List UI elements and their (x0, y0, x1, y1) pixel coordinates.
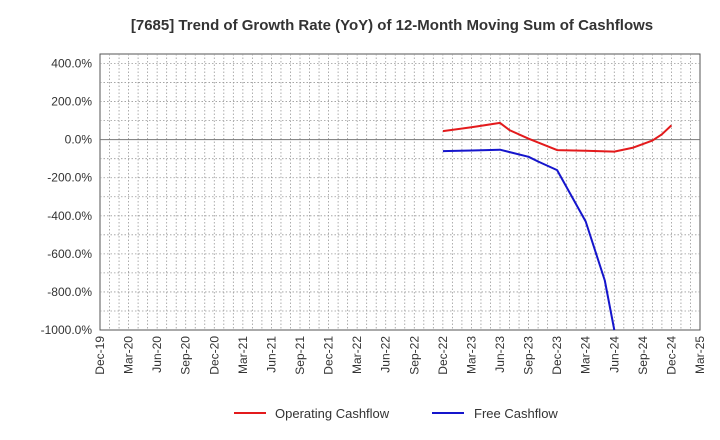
x-tick-label: Mar-21 (236, 336, 250, 374)
x-tick-label: Mar-24 (579, 336, 593, 374)
series-lines (442, 121, 673, 331)
y-tick-label: -1000.0% (41, 323, 93, 337)
operating-cashflow-line (442, 121, 673, 153)
x-tick-label: Mar-23 (464, 336, 478, 374)
x-axis-ticks: Dec-19 Mar-20 Jun-20 Sep-20 Dec-20 Mar-21 Jun-… (93, 336, 707, 375)
y-tick-label: 200.0% (51, 95, 92, 109)
x-tick-label: Dec-24 (664, 336, 678, 375)
y-tick-label: -400.0% (47, 209, 92, 223)
y-axis-ticks: 400.0% 200.0% 0.0% -200.0% -400.0% -600.0% -80… (41, 57, 93, 337)
x-tick-label: Mar-25 (693, 336, 707, 374)
x-tick-label: Jun-22 (379, 336, 393, 373)
grid-lines (100, 54, 700, 330)
x-tick-label: Sep-24 (636, 336, 650, 375)
x-tick-label: Dec-19 (93, 336, 107, 375)
y-tick-label: 400.0% (51, 57, 92, 71)
y-tick-label: -800.0% (47, 285, 92, 299)
legend: Operating Cashflow Free Cashflow (234, 406, 558, 421)
x-tick-label: Sep-23 (522, 336, 536, 375)
x-tick-label: Dec-23 (550, 336, 564, 375)
y-tick-label: 0.0% (65, 133, 93, 147)
y-tick-label: -600.0% (47, 247, 92, 261)
x-tick-label: Jun-24 (607, 336, 621, 373)
x-tick-label: Jun-23 (493, 336, 507, 373)
x-tick-label: Mar-20 (122, 336, 136, 374)
y-tick-label: -200.0% (47, 171, 92, 185)
chart-title: [7685] Trend of Growth Rate (YoY) of 12-… (131, 17, 653, 34)
x-tick-label: Jun-20 (150, 336, 164, 373)
x-tick-label: Dec-20 (207, 336, 221, 375)
free-cashflow-line (442, 148, 616, 331)
legend-label: Operating Cashflow (275, 406, 390, 421)
x-tick-label: Jun-21 (264, 336, 278, 373)
x-tick-label: Dec-21 (322, 336, 336, 375)
x-tick-label: Mar-22 (350, 336, 364, 374)
legend-label: Free Cashflow (474, 406, 558, 421)
x-tick-label: Sep-22 (407, 336, 421, 375)
x-tick-label: Sep-20 (179, 336, 193, 375)
plot-area (99, 53, 701, 331)
x-tick-label: Dec-22 (436, 336, 450, 375)
x-tick-label: Sep-21 (293, 336, 307, 375)
